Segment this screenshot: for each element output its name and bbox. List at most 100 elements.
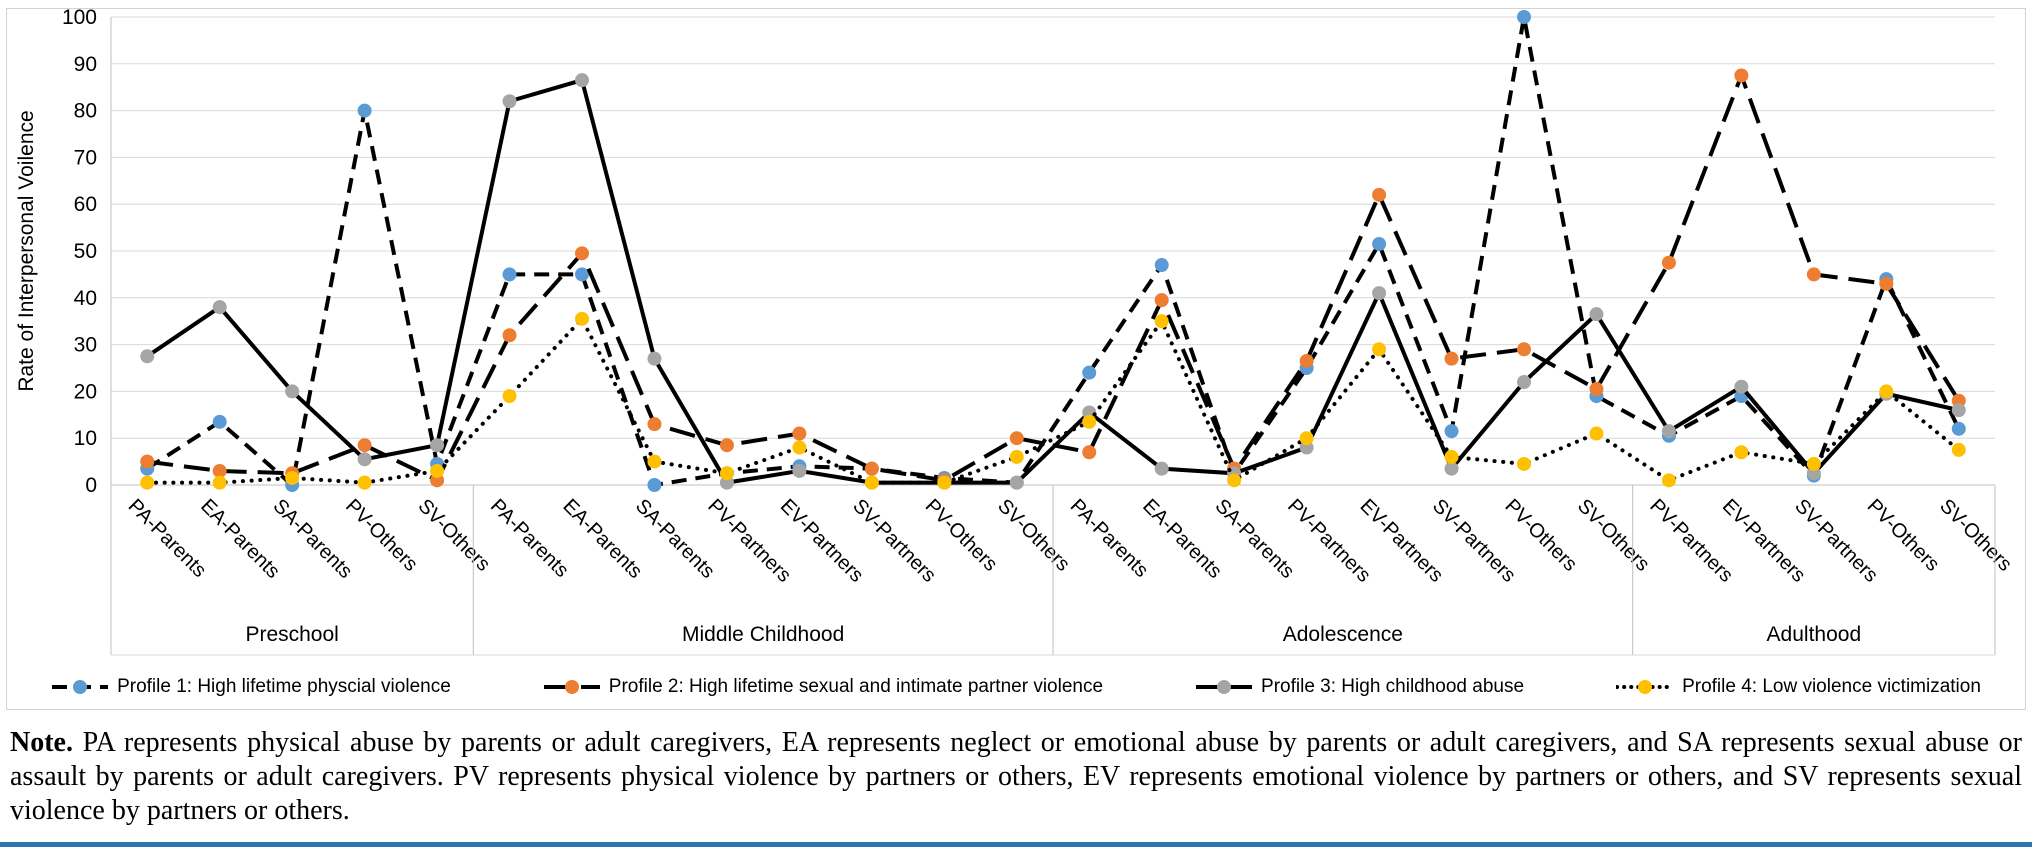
data-point-marker xyxy=(1879,276,1894,291)
data-point-marker xyxy=(1154,258,1169,273)
legend-label: Profile 3: High childhood abuse xyxy=(1261,676,1525,697)
data-point-marker xyxy=(647,454,662,469)
data-point-marker xyxy=(140,454,155,469)
data-point-marker xyxy=(1661,424,1676,439)
data-point-marker xyxy=(792,463,807,478)
legend-item-profile-4: Profile 4: Low violence victimization xyxy=(1616,676,1981,698)
y-tick-label: 70 xyxy=(74,146,97,169)
data-point-marker xyxy=(430,438,445,453)
data-point-marker xyxy=(1589,426,1604,441)
data-point-marker xyxy=(140,349,155,364)
y-tick-label: 90 xyxy=(74,53,97,76)
data-point-marker xyxy=(140,475,155,490)
legend-swatch-dotted-line-icon xyxy=(1616,680,1675,694)
legend-item-profile-2: Profile 2: High lifetime sexual and inti… xyxy=(543,676,1103,698)
data-point-marker xyxy=(792,440,807,455)
line-chart: 0 10 20 30 40 50 60 70 80 90 100 Rate of Interperso… xyxy=(15,9,2016,656)
data-point-marker xyxy=(1734,68,1749,83)
data-point-marker xyxy=(1372,342,1387,357)
category-label: SV-Others xyxy=(414,495,495,576)
series-line-profile-3 xyxy=(146,77,1960,485)
data-point-marker xyxy=(212,463,227,478)
data-point-marker xyxy=(1734,445,1749,460)
chart-figure: 0 10 20 30 40 50 60 70 80 90 100 Rate of Interperso… xyxy=(6,8,2026,710)
legend-label: Profile 1: High lifetime physcial violen… xyxy=(117,676,451,697)
data-point-marker xyxy=(430,463,445,478)
legend-label: Profile 4: Low violence victimization xyxy=(1682,676,1981,697)
data-point-marker xyxy=(1082,365,1097,380)
y-tick-label: 10 xyxy=(74,427,97,450)
data-point-marker xyxy=(357,475,372,490)
data-point-marker xyxy=(1444,461,1459,476)
y-tick-label: 40 xyxy=(74,287,97,310)
data-point-marker xyxy=(1806,456,1821,471)
legend-swatch-dashed-line-icon xyxy=(52,680,109,694)
data-point-marker xyxy=(1009,475,1024,490)
data-point-marker xyxy=(1444,351,1459,366)
data-point-marker xyxy=(1372,187,1387,202)
data-point-marker xyxy=(575,311,589,326)
y-tick-label: 30 xyxy=(74,334,97,357)
data-point-marker xyxy=(1444,424,1459,439)
y-tick-label: 20 xyxy=(74,380,97,403)
data-point-marker xyxy=(502,328,517,343)
data-point-marker xyxy=(937,475,952,490)
data-point-marker xyxy=(1951,421,1966,436)
data-point-marker xyxy=(1154,461,1169,476)
data-point-marker xyxy=(1517,10,1531,24)
data-point-marker xyxy=(1806,267,1821,282)
data-point-marker xyxy=(212,300,227,315)
series-markers-profile-2 xyxy=(140,68,1966,488)
y-tick-label: 100 xyxy=(62,9,97,29)
chart-legend: Profile 1: High lifetime physcial violen… xyxy=(7,665,2025,709)
data-point-marker xyxy=(357,103,372,118)
data-point-marker xyxy=(1444,449,1459,464)
data-point-marker xyxy=(647,351,662,366)
data-point-marker xyxy=(285,470,300,485)
legend-swatch-solid-line-icon xyxy=(1196,680,1253,694)
data-point-marker xyxy=(1082,414,1097,429)
data-point-marker xyxy=(1154,314,1169,329)
data-point-marker xyxy=(575,267,589,282)
data-point-marker xyxy=(864,461,879,476)
data-point-marker xyxy=(502,94,517,109)
y-tick-label: 80 xyxy=(74,100,97,123)
data-point-marker xyxy=(1372,236,1387,251)
data-point-marker xyxy=(502,389,517,404)
group-label: Preschool xyxy=(245,623,338,646)
data-point-marker xyxy=(1734,379,1749,394)
series-line-profile-4 xyxy=(145,315,1961,485)
group-label: Adolescence xyxy=(1283,623,1403,646)
data-point-marker xyxy=(1951,442,1966,457)
data-point-marker xyxy=(575,246,589,261)
legend-swatch-long-dash-line-icon xyxy=(543,680,600,694)
category-label: SV-Others xyxy=(1573,495,1654,576)
data-point-marker xyxy=(1154,293,1169,308)
data-point-marker xyxy=(647,417,662,432)
series-markers-profile-4 xyxy=(140,311,1966,490)
note-text: PA represents physical abuse by parents … xyxy=(10,727,2023,827)
data-point-marker xyxy=(1589,382,1604,397)
data-point-marker xyxy=(1009,431,1024,446)
y-axis-title: Rate of Interpersonal Voilence xyxy=(15,110,38,391)
data-point-marker xyxy=(1372,286,1387,301)
y-tick-label: 50 xyxy=(74,240,97,263)
data-point-marker xyxy=(212,475,227,490)
data-point-marker xyxy=(1661,255,1676,270)
data-point-marker xyxy=(1227,473,1242,488)
note: Note. PA represents physical abuse by pa… xyxy=(10,726,2022,828)
data-point-marker xyxy=(357,452,372,467)
category-label: SV-Others xyxy=(993,495,1074,576)
data-point-marker xyxy=(357,438,372,453)
data-point-marker xyxy=(792,426,807,441)
data-point-marker xyxy=(719,466,734,481)
data-point-marker xyxy=(502,267,517,282)
data-point-marker xyxy=(1879,384,1894,399)
data-point-marker xyxy=(212,414,227,429)
series-line-profile-1 xyxy=(146,16,1961,489)
data-point-marker xyxy=(1951,403,1966,418)
legend-item-profile-1: Profile 1: High lifetime physcial violen… xyxy=(51,676,451,698)
data-point-marker xyxy=(719,438,734,453)
data-point-marker xyxy=(864,475,879,490)
group-label: Adulthood xyxy=(1767,623,1862,646)
